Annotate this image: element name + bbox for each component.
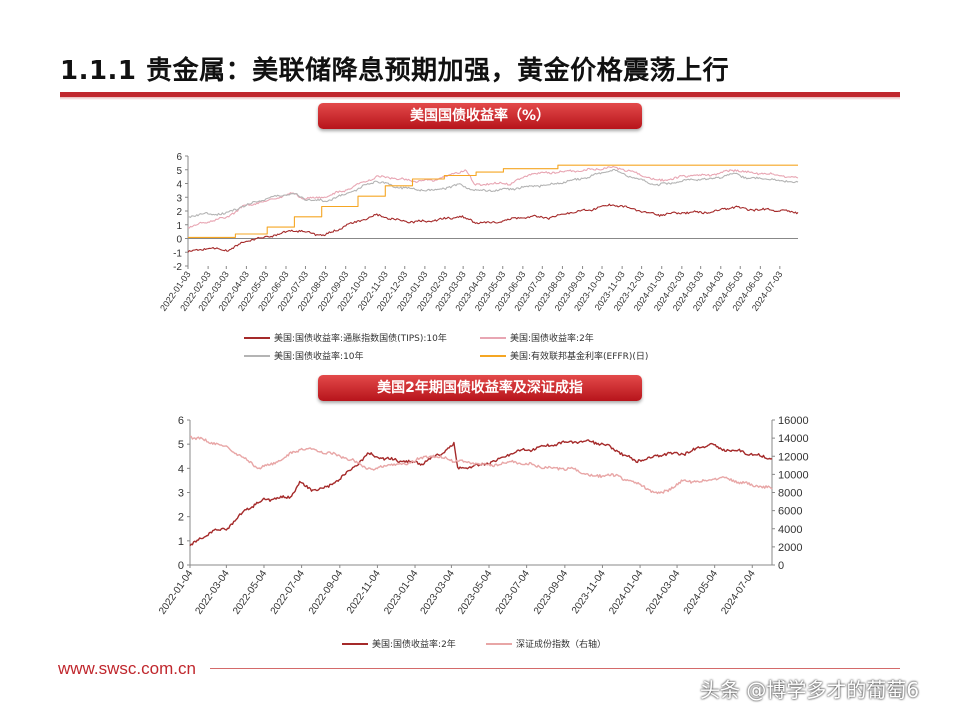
chart2-y-tick-label: 0	[178, 560, 184, 572]
chart1-y-tick-label: -1	[173, 248, 182, 259]
chart1-y-tick-label: 3	[176, 193, 182, 204]
chart1-y-tick-label: 6	[176, 152, 182, 163]
chart2-y-tick-label: 6	[178, 415, 184, 427]
chart2-x-tick-label: 2022-03-04	[193, 568, 232, 617]
chart2-x-tick-label: 2024-01-04	[607, 568, 646, 617]
chart2-x-tick-label: 2024-05-04	[682, 568, 721, 617]
chart2-legend-label-1: 美国:国债收益率:2年	[372, 638, 456, 650]
chart1-title-banner: 美国国债收益率（%）	[318, 103, 642, 129]
chart2-x-tick-label: 2023-09-04	[532, 568, 571, 617]
chart2-y2-tick-label: 4000	[778, 524, 802, 536]
watermark: 头条 @博学多才的葡萄6	[700, 678, 920, 702]
chart1-legend-label-4: 美国:有效联邦基金利率(EFFR)(日)	[510, 350, 648, 362]
chart1-treasury-yields: -2-101234562022-01-032022-02-032022-03-0…	[158, 152, 799, 362]
chart1-y-tick-label: 4	[176, 180, 182, 191]
chart2-y2-tick-label: 12000	[778, 451, 809, 463]
chart1-series-line-2	[187, 165, 799, 229]
chart2-x-tick-label: 2024-03-04	[644, 568, 683, 617]
chart2-x-tick-label: 2022-11-04	[345, 568, 383, 616]
chart2-y-tick-label: 2	[178, 512, 184, 524]
chart1-y-tick-label: 1	[176, 221, 182, 232]
chart2-y2-tick-label: 2000	[778, 542, 802, 554]
chart2-x-tick-label: 2023-07-04	[494, 568, 533, 617]
chart1-legend-label-1: 美国:国债收益率:通胀指数国债(TIPS):10年	[274, 332, 447, 344]
chart1-y-tick-label: 2	[176, 207, 182, 218]
chart2-y2-tick-label: 0	[778, 560, 784, 572]
chart1-series-line-3	[187, 168, 799, 218]
chart1-series-line-4	[188, 164, 798, 238]
footer-divider	[210, 668, 900, 669]
title-underline	[60, 92, 900, 97]
chart2-x-tick-label: 2023-11-04	[570, 568, 608, 616]
chart2-title-banner: 美国2年期国债收益率及深证成指	[318, 375, 642, 401]
title-underline-shadow	[60, 97, 900, 100]
chart2-y-tick-label: 1	[178, 536, 184, 548]
chart2-x-tick-label: 2023-03-04	[419, 568, 458, 617]
chart2-x-tick-label: 2022-09-04	[307, 568, 346, 617]
chart2-legend-label-2: 深证成份指数（右轴）	[516, 638, 606, 650]
chart1-y-tick-label: 0	[176, 235, 182, 246]
chart1-legend-label-3: 美国:国债收益率:10年	[274, 350, 364, 362]
chart1-series-line-1	[187, 203, 799, 253]
chart2-y2-tick-label: 10000	[778, 469, 809, 481]
chart2-x-tick-label: 2023-05-04	[456, 568, 495, 617]
chart2-y2-tick-label: 6000	[778, 506, 802, 518]
chart2-x-tick-label: 2022-05-04	[231, 568, 270, 617]
page-title: 1.1.1 贵金属：美联储降息预期加强，黄金价格震荡上行	[60, 56, 730, 86]
chart2-y2-tick-label: 8000	[778, 488, 802, 500]
chart2-x-tick-label: 2023-01-04	[382, 568, 421, 617]
footer-url: www.swsc.com.cn	[58, 659, 196, 678]
chart1-y-tick-label: -2	[173, 262, 182, 273]
chart1-y-tick-label: 5	[176, 166, 182, 177]
chart2-y2-tick-label: 16000	[778, 415, 809, 427]
chart2-y-tick-label: 4	[178, 463, 184, 475]
chart2-x-tick-label: 2024-07-04	[719, 568, 758, 617]
chart2-y2-tick-label: 14000	[778, 433, 809, 445]
chart2-y-tick-label: 5	[178, 439, 184, 451]
chart2-x-tick-label: 2022-07-04	[269, 568, 308, 617]
chart2-x-tick-label: 2022-01-04	[157, 568, 196, 617]
chart1-legend-label-2: 美国:国债收益率:2年	[510, 332, 594, 344]
chart2-2y-yield-vs-szse: 0 1 2 3 4 5 6 0 2000 4000 6000 8000 10000 12000 14000 1…	[157, 415, 808, 650]
chart2-y-tick-label: 3	[178, 488, 184, 500]
chart2-series-line-2	[189, 435, 773, 495]
chart2-series-line-1	[189, 439, 773, 547]
